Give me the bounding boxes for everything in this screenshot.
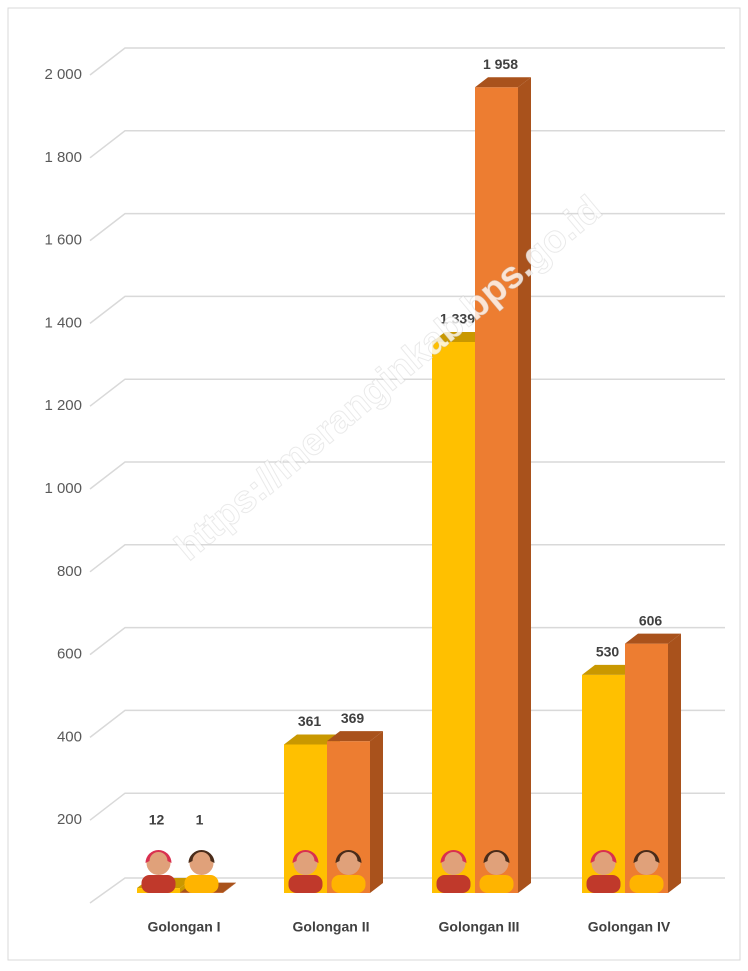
bar-side xyxy=(668,634,681,893)
bar-front xyxy=(432,342,475,893)
bar-front xyxy=(475,87,518,893)
value-label: 1 xyxy=(196,812,204,828)
y-tick-label: 600 xyxy=(57,646,82,663)
x-tick-label: Golongan I xyxy=(147,919,220,935)
icon-body xyxy=(630,875,664,893)
icon-body xyxy=(587,875,621,893)
x-tick-label: Golongan II xyxy=(293,919,370,935)
value-label: 606 xyxy=(639,612,663,628)
y-tick-label: 400 xyxy=(57,728,82,745)
bar-side xyxy=(370,731,383,893)
icon-body xyxy=(437,875,471,893)
bar xyxy=(475,77,531,893)
value-label: 12 xyxy=(149,812,165,828)
y-tick-label: 1 600 xyxy=(44,232,82,249)
y-tick-label: 1 400 xyxy=(44,314,82,331)
icon-body xyxy=(142,875,176,893)
icon-body xyxy=(185,875,219,893)
x-tick-label: Golongan IV xyxy=(588,919,671,935)
value-label: 530 xyxy=(596,644,620,660)
icon-body xyxy=(289,875,323,893)
y-tick-label: 200 xyxy=(57,811,82,828)
y-tick-label: 1 800 xyxy=(44,149,82,166)
bar-side xyxy=(518,77,531,893)
value-label: 1 958 xyxy=(483,56,518,72)
value-label: 361 xyxy=(298,713,322,729)
icon-body xyxy=(332,875,366,893)
icon-body xyxy=(480,875,514,893)
y-tick-label: 1 200 xyxy=(44,397,82,414)
y-tick-label: 1 000 xyxy=(44,480,82,497)
value-label: 369 xyxy=(341,710,365,726)
y-tick-label: 2 000 xyxy=(44,66,82,83)
x-tick-label: Golongan III xyxy=(439,919,520,935)
y-tick-label: 800 xyxy=(57,563,82,580)
